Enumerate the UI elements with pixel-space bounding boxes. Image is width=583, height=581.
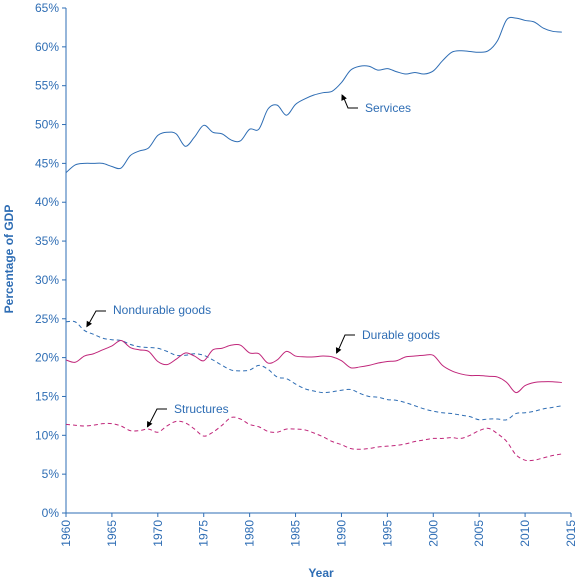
- x-tick-label: 1980: [243, 520, 257, 547]
- y-tick-label: 35%: [35, 234, 59, 248]
- x-tick-label: 1970: [151, 520, 165, 547]
- y-tick-label: 60%: [35, 40, 59, 54]
- x-tick-label: 1975: [197, 520, 211, 547]
- x-tick-label: 2000: [426, 520, 440, 547]
- x-axis-title: Year: [308, 566, 334, 580]
- x-tick-label: 1985: [289, 520, 303, 547]
- annotation-label: Structures: [174, 402, 229, 416]
- x-tick-label: 2010: [518, 520, 532, 547]
- y-tick-label: 55%: [35, 79, 59, 93]
- series-line-nondurable-goods: [65, 320, 562, 421]
- annotation-leader: [147, 408, 167, 427]
- y-tick-label: 40%: [35, 195, 59, 209]
- y-axis-title: Percentage of GDP: [2, 205, 16, 314]
- series-line-durable-goods: [65, 340, 562, 394]
- axes: 0% 5% 10% 15% 20% 25% 30% 35% 40% 45% 50% 55% 60% 65%…: [35, 1, 578, 547]
- series-group: [65, 16, 562, 462]
- x-tick-label: 1990: [334, 520, 348, 547]
- annotation-label: Services: [365, 101, 411, 115]
- y-tick-label: 20%: [35, 351, 59, 365]
- annotation-arrowhead: [341, 94, 347, 101]
- x-tick-label: 1995: [380, 520, 394, 547]
- y-tick-label: 15%: [35, 389, 59, 403]
- x-tick-label: 2015: [564, 520, 578, 547]
- y-tick-label: 10%: [35, 428, 59, 442]
- series-line-structures: [65, 416, 562, 462]
- y-tick-label: 45%: [35, 156, 59, 170]
- y-tick-label: 25%: [35, 312, 59, 326]
- annotation-leader: [86, 310, 106, 327]
- x-tick-label: 1960: [59, 520, 73, 547]
- annotation-arrowhead: [86, 320, 92, 328]
- annotation-arrowhead: [146, 420, 153, 428]
- x-tick-label: 2005: [472, 520, 486, 547]
- y-tick-label: 5%: [42, 467, 60, 481]
- annotation-label: Nondurable goods: [113, 303, 211, 317]
- x-tick-label: 1965: [105, 520, 119, 547]
- y-tick-label: 65%: [35, 1, 59, 15]
- y-tick-label: 0%: [42, 506, 60, 520]
- series-line-services: [65, 16, 562, 174]
- annotation-arrowhead: [335, 347, 342, 354]
- y-tick-label: 30%: [35, 273, 59, 287]
- annotation-leader: [336, 334, 355, 354]
- annotation-label: Durable goods: [362, 328, 440, 342]
- y-tick-label: 50%: [35, 118, 59, 132]
- annotations: Services Nondurable goods Durable goods Str…: [86, 94, 440, 428]
